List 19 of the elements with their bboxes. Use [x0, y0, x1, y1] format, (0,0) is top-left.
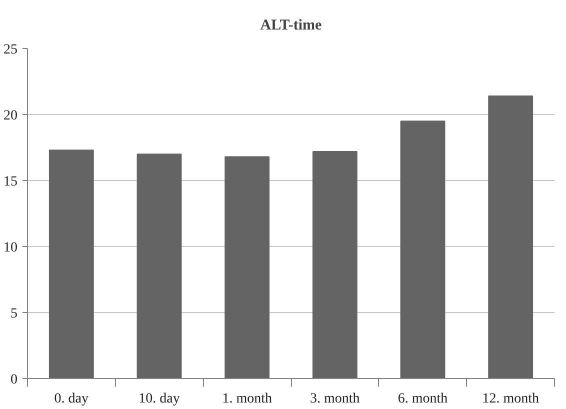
bar — [48, 150, 94, 378]
bar — [488, 96, 534, 378]
x-tick-label: 6. month — [398, 392, 448, 406]
x-tick-label: 1. month — [222, 392, 272, 406]
y-tick-label: 0 — [10, 372, 18, 388]
x-tick-label: 0. day — [54, 392, 89, 406]
bar — [312, 150, 358, 378]
bar — [136, 154, 182, 378]
y-tick-label: 10 — [4, 240, 18, 256]
y-tick-label: 5 — [10, 306, 18, 322]
x-tick-label: 3. month — [310, 392, 360, 406]
y-tick-label: 25 — [4, 42, 18, 58]
chart-title: ALT-time — [260, 18, 322, 34]
x-tick-label: 12. month — [482, 392, 539, 406]
bar — [224, 156, 270, 378]
y-tick-label: 20 — [4, 108, 18, 124]
bar — [400, 120, 446, 378]
y-tick-label: 15 — [4, 174, 18, 190]
x-tick-label: 10. day — [138, 392, 180, 406]
